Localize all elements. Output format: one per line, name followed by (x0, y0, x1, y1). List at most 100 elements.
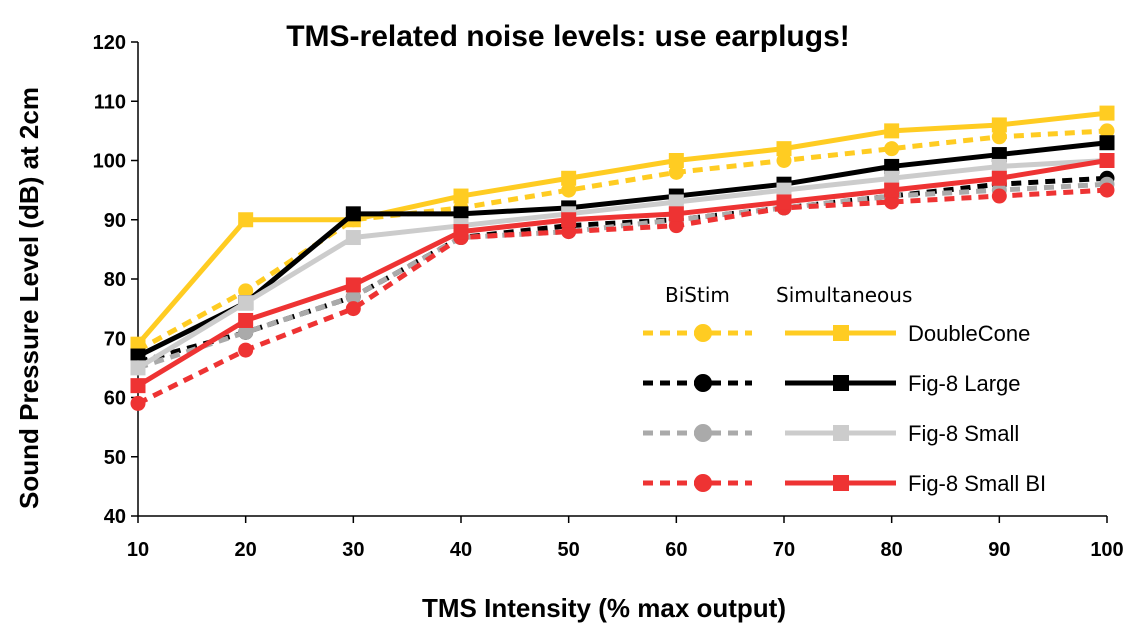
x-tick-label: 70 (773, 539, 795, 561)
data-point (561, 224, 577, 240)
data-point (238, 295, 254, 311)
data-point (991, 158, 1007, 174)
y-tick-label: 100 (93, 151, 126, 173)
y-tick-label: 50 (104, 447, 126, 469)
data-point (238, 283, 254, 299)
y-axis-label: Sound Pressure Level (dB) at 2cm (14, 87, 44, 509)
x-tick-label: 60 (665, 539, 687, 561)
data-point (238, 312, 254, 328)
data-point (453, 224, 469, 240)
data-point (776, 153, 792, 168)
data-point (668, 194, 684, 210)
data-point (884, 182, 900, 198)
legend-marker-simultaneous (833, 425, 849, 441)
legend-marker-bistim (694, 324, 712, 342)
data-point (345, 277, 361, 293)
data-point (991, 170, 1007, 186)
legend-entry-fig-8-small: Fig-8 Small (643, 421, 1019, 446)
data-point (1099, 182, 1115, 198)
data-point (345, 289, 361, 305)
x-tick-label: 50 (558, 539, 580, 561)
data-point (668, 218, 684, 234)
legend-entry-fig-8-small-bi: Fig-8 Small BI (643, 471, 1046, 496)
data-point (884, 158, 900, 174)
x-tick-label: 100 (1090, 539, 1123, 561)
y-tick-label: 120 (93, 32, 126, 54)
legend-marker-bistim (694, 424, 712, 442)
data-point (453, 188, 469, 204)
data-point (561, 182, 577, 198)
legend-label: Fig-8 Large (908, 371, 1021, 396)
data-point (345, 230, 361, 246)
x-tick-label: 80 (881, 539, 903, 561)
data-point (345, 206, 361, 222)
data-point (991, 129, 1007, 145)
data-point (884, 170, 900, 186)
data-point (130, 348, 146, 364)
x-axis-label: TMS Intensity (% max output) (422, 593, 786, 623)
legend-header-simultaneous: Simultaneous (776, 283, 912, 307)
data-point (884, 141, 900, 157)
data-point (668, 164, 684, 180)
data-point (776, 141, 792, 157)
x-tick-label: 30 (342, 539, 364, 561)
y-tick-label: 70 (104, 328, 126, 350)
x-tick-label: 90 (988, 539, 1010, 561)
series-line (136, 158, 1108, 371)
legend: BiStim Simultaneous DoubleCone Fig-8 Large F… (643, 283, 1046, 496)
data-point (1099, 135, 1115, 151)
y-tick-label: 60 (104, 388, 126, 410)
data-point (130, 395, 146, 411)
legend-marker-bistim (694, 374, 712, 392)
series-line (136, 128, 1108, 353)
data-point (130, 360, 146, 376)
series-line (136, 187, 1108, 406)
y-tick-label: 80 (104, 269, 126, 291)
data-point (238, 342, 254, 358)
series-fig-8-small-bi-simultaneous (130, 153, 1115, 394)
data-point (345, 301, 361, 317)
chart-title: TMS-related noise levels: use earplugs! (286, 20, 850, 53)
axes: 40 50 60 70 80 90 100 110 120 10 20 30 40 50 60 70 80 90 1… (93, 32, 1124, 561)
data-point (776, 182, 792, 198)
legend-header-bistim: BiStim (665, 283, 730, 307)
data-point (776, 194, 792, 210)
series-line (136, 140, 1108, 359)
legend-label: Fig-8 Small (908, 421, 1019, 446)
y-tick-label: 40 (104, 506, 126, 528)
data-point (130, 378, 146, 394)
data-point (1099, 105, 1115, 121)
legend-marker-simultaneous (833, 375, 849, 391)
legend-marker-bistim (694, 474, 712, 492)
data-point (668, 206, 684, 222)
data-point (238, 212, 254, 228)
y-tick-label: 90 (104, 210, 126, 232)
legend-label: DoubleCone (908, 321, 1030, 346)
data-point (453, 206, 469, 222)
series-line (137, 181, 1108, 371)
legend-marker-simultaneous (833, 325, 849, 341)
series-line (136, 158, 1108, 388)
series-group (130, 105, 1115, 411)
data-point (1099, 153, 1115, 168)
data-point (561, 170, 577, 186)
legend-entry-doublecone: DoubleCone (643, 321, 1030, 346)
data-point (1099, 123, 1115, 139)
data-point (561, 212, 577, 228)
data-point (991, 147, 1007, 163)
data-point (991, 117, 1007, 133)
legend-marker-simultaneous (833, 475, 849, 491)
legend-label: Fig-8 Small BI (908, 471, 1046, 496)
x-tick-label: 40 (450, 539, 472, 561)
y-tick-label: 110 (94, 91, 126, 113)
x-tick-label: 10 (127, 539, 149, 561)
series-line (136, 110, 1108, 346)
data-point (668, 153, 684, 168)
data-point (884, 194, 900, 210)
data-point (991, 188, 1007, 204)
data-point (884, 123, 900, 139)
x-tick-label: 20 (235, 539, 257, 561)
legend-entry-fig-8-large: Fig-8 Large (643, 371, 1021, 396)
